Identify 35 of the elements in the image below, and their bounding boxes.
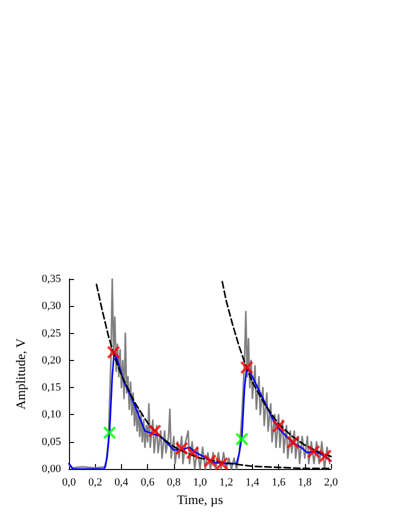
point	[306, 444, 320, 458]
point	[240, 360, 254, 374]
x-tick-label: 1,4	[246, 476, 260, 488]
y-axis-title: Amplitude, V	[13, 338, 28, 410]
y-tick-label: 0,35	[42, 273, 62, 285]
point	[235, 432, 249, 446]
y-tick-label: 0,30	[42, 300, 62, 312]
point	[102, 426, 116, 440]
point	[318, 449, 332, 463]
point	[148, 424, 162, 438]
x-tick-label: 1,2	[219, 476, 234, 488]
x-tick-label: 0,4	[114, 476, 129, 488]
y-tick-label: 0,25	[42, 327, 62, 340]
y-tick-label: 0,00	[42, 463, 62, 475]
point	[203, 454, 217, 468]
x-tick-label: 1,0	[193, 476, 208, 488]
x-tick-label: 1,6	[272, 476, 286, 488]
y-tick-label: 0,10	[42, 408, 62, 421]
x-tick-label: 2,0	[324, 476, 338, 488]
x-tick-label: 1,8	[298, 476, 312, 488]
y-tick-label: 0,20	[42, 354, 62, 366]
x-axis-title: Time, µs	[176, 492, 224, 507]
x-tick-label: 0,0	[62, 476, 76, 488]
point	[106, 346, 120, 360]
y-tick-label: 0,05	[42, 436, 62, 448]
point	[286, 436, 300, 450]
point	[174, 442, 188, 456]
x-tick-label: 0,8	[166, 476, 182, 488]
y-tick-label: 0,15	[42, 382, 62, 394]
point	[214, 456, 228, 470]
point	[186, 446, 200, 460]
point	[272, 419, 286, 433]
line-series	[221, 280, 332, 458]
x-tick-label: 0,2	[88, 476, 102, 488]
x-tick-label: 0,6	[140, 476, 155, 488]
